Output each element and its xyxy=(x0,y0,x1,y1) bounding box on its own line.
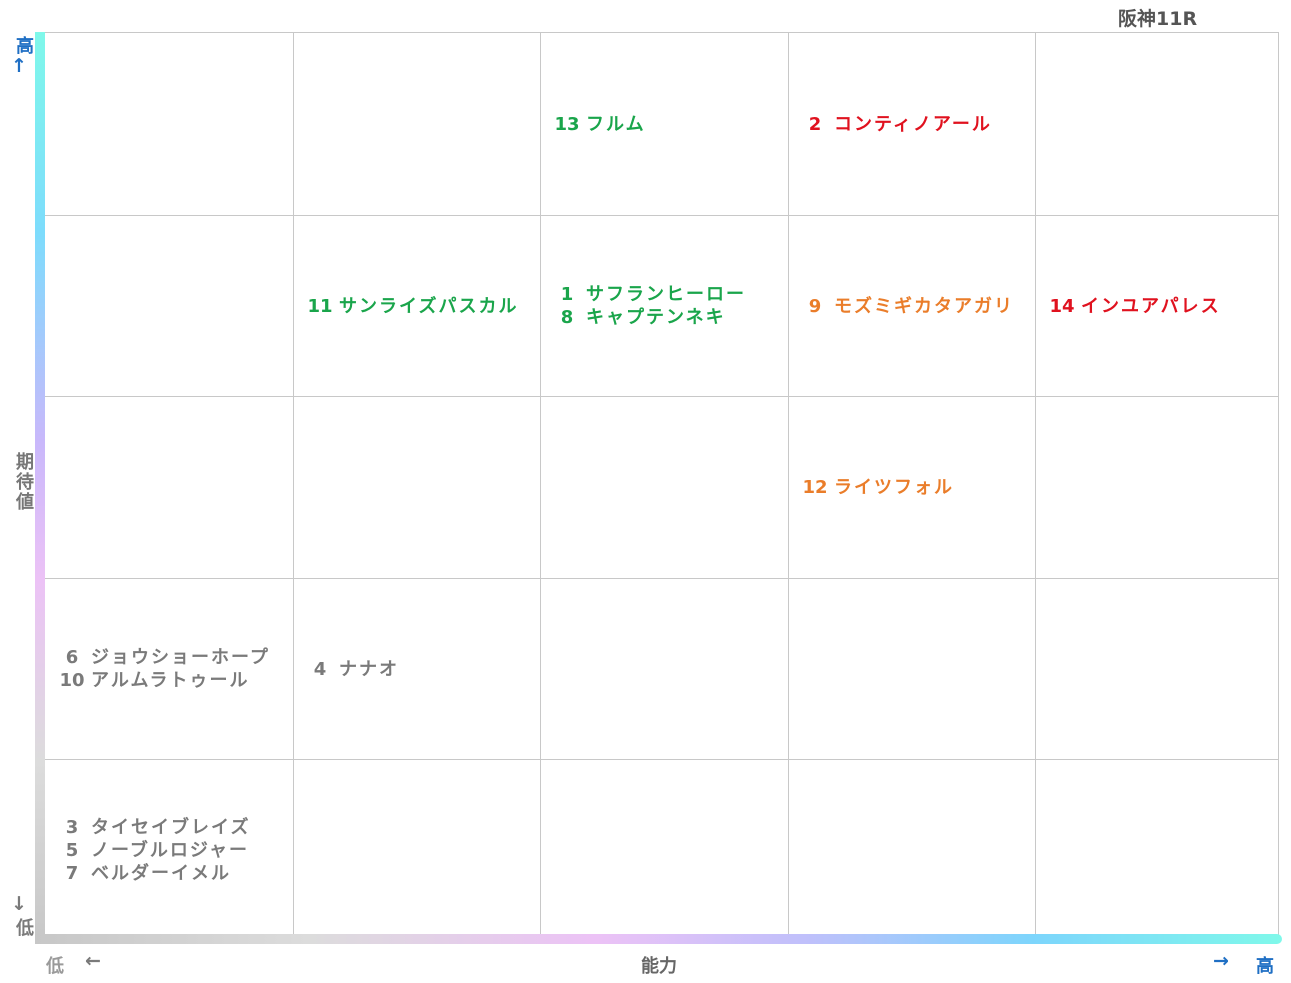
grid-line-vertical xyxy=(788,33,789,940)
y-axis-high-label: 高 xyxy=(13,36,34,56)
horse-number: 11 xyxy=(307,295,333,317)
horse-name: サフランヒーロー xyxy=(586,284,746,305)
grid-line-vertical xyxy=(1035,33,1036,940)
grid-line-horizontal xyxy=(45,396,1278,397)
horse-name: ナナオ xyxy=(339,658,399,680)
horse-number: 2 xyxy=(808,113,822,135)
grid-line-horizontal xyxy=(45,578,1278,579)
horse-entry: 11 サンライズパスカル xyxy=(301,295,518,318)
grid-line-horizontal xyxy=(45,759,1278,760)
horse-entry: 9 モズミギカタアガリ xyxy=(796,295,1014,318)
arrow-left-icon: ← xyxy=(85,950,101,972)
y-axis-low-label: 低 xyxy=(13,918,34,938)
x-axis-title: 能力 xyxy=(641,956,677,977)
horse-name: ノーブルロジャー xyxy=(91,839,250,861)
horse-number: 9 xyxy=(808,295,822,317)
horse-entry: 6 ジョウショーホープ xyxy=(53,646,270,669)
chart-grid: 13 フルム 2 コンティノアール 11 サンライズパスカル 1 サフランヒーロー 8 キャプテン… xyxy=(45,32,1279,940)
horse-entry: 10 アルムラトゥール xyxy=(53,669,270,692)
chart-title: 阪神11R xyxy=(1118,8,1198,30)
cell-entries: 2 コンティノアール xyxy=(788,113,992,136)
grid-cell: 6 ジョウショーホープ 10 アルムラトゥール xyxy=(45,578,293,760)
grid-cell: 4 ナナオ xyxy=(293,578,541,760)
cell-entries: 14 インユアパレス xyxy=(1035,295,1221,318)
horse-number: 13 xyxy=(554,113,580,135)
horse-entry: 8 キャプテンネキ xyxy=(548,306,746,329)
x-axis-bar xyxy=(35,934,1282,944)
cell-entries: 9 モズミギカタアガリ xyxy=(788,295,1014,318)
grid-cell: 14 インユアパレス xyxy=(1035,215,1283,397)
horse-entry: 2 コンティノアール xyxy=(796,113,992,136)
cell-entries: 3 タイセイブレイズ 5 ノーブルロジャー 7 ベルダーイメル xyxy=(45,816,250,885)
horse-number: 14 xyxy=(1049,295,1075,317)
arrow-down-icon: ↓ xyxy=(11,893,27,915)
y-axis-bar xyxy=(35,32,45,944)
cell-entries: 11 サンライズパスカル xyxy=(293,295,518,318)
horse-name: キャプテンネキ xyxy=(586,307,726,328)
horse-number: 1 xyxy=(560,284,574,305)
grid-cell: 9 モズミギカタアガリ xyxy=(788,215,1036,397)
x-axis-high-label: 高 xyxy=(1256,956,1274,977)
horse-name: タイセイブレイズ xyxy=(91,816,251,838)
horse-entry: 5 ノーブルロジャー xyxy=(53,839,250,862)
horse-name: アルムラトゥール xyxy=(91,670,250,691)
horse-number: 12 xyxy=(802,476,828,498)
horse-name: モズミギカタアガリ xyxy=(834,295,1014,317)
horse-number: 3 xyxy=(65,816,79,838)
arrow-up-icon: ↑ xyxy=(11,55,27,77)
grid-cell: 13 フルム xyxy=(540,33,788,215)
horse-entry: 1 サフランヒーロー xyxy=(548,283,746,306)
horse-name: インユアパレス xyxy=(1081,295,1221,317)
arrow-right-icon: → xyxy=(1213,950,1229,972)
y-axis-title: 期待値 xyxy=(13,452,34,512)
grid-cell: 2 コンティノアール xyxy=(788,33,1036,215)
grid-cell: 12 ライツフォル xyxy=(788,396,1036,578)
cell-entries: 12 ライツフォル xyxy=(788,476,954,499)
x-axis-low-label: 低 xyxy=(46,956,64,977)
grid-cell: 1 サフランヒーロー 8 キャプテンネキ xyxy=(540,215,788,397)
horse-name: サンライズパスカル xyxy=(339,295,519,317)
horse-entry: 12 ライツフォル xyxy=(796,476,954,499)
grid-line-vertical xyxy=(540,33,541,940)
horse-number: 8 xyxy=(560,307,574,328)
grid-cell: 3 タイセイブレイズ 5 ノーブルロジャー 7 ベルダーイメル xyxy=(45,759,293,941)
horse-name: ジョウショーホープ xyxy=(91,647,270,668)
cell-entries: 6 ジョウショーホープ 10 アルムラトゥール xyxy=(45,646,270,692)
horse-number: 4 xyxy=(313,658,327,680)
grid-cell: 11 サンライズパスカル xyxy=(293,215,541,397)
cell-entries: 13 フルム xyxy=(540,113,646,136)
horse-name: フルム xyxy=(586,113,646,135)
horse-name: ベルダーイメル xyxy=(91,862,231,884)
horse-entry: 4 ナナオ xyxy=(301,658,399,681)
cell-entries: 1 サフランヒーロー 8 キャプテンネキ xyxy=(540,283,746,329)
horse-number: 6 xyxy=(65,647,79,668)
cell-entries: 4 ナナオ xyxy=(293,658,399,681)
horse-entry: 13 フルム xyxy=(548,113,646,136)
grid-line-horizontal xyxy=(45,215,1278,216)
horse-name: ライツフォル xyxy=(834,476,954,498)
horse-number: 10 xyxy=(59,670,85,691)
horse-number: 5 xyxy=(65,839,79,861)
horse-entry: 7 ベルダーイメル xyxy=(53,862,250,885)
grid-line-vertical xyxy=(293,33,294,940)
horse-name: コンティノアール xyxy=(834,113,992,135)
horse-entry: 14 インユアパレス xyxy=(1043,295,1221,318)
horse-number: 7 xyxy=(65,862,79,884)
horse-entry: 3 タイセイブレイズ xyxy=(53,816,250,839)
